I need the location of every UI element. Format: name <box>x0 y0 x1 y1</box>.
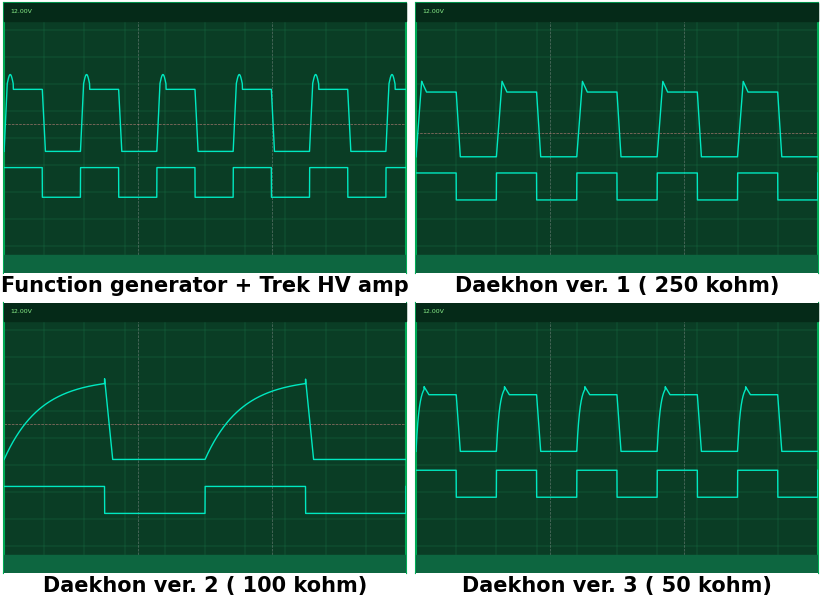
Text: 12.00V: 12.00V <box>422 310 444 315</box>
Bar <box>416 255 818 273</box>
Text: Daekhon ver. 3 ( 50 kohm): Daekhon ver. 3 ( 50 kohm) <box>462 576 772 596</box>
Text: 12.00V: 12.00V <box>422 10 444 15</box>
Bar <box>4 555 406 573</box>
Text: 12.00V: 12.00V <box>10 10 32 15</box>
Text: 12.00V: 12.00V <box>10 310 32 315</box>
Bar <box>416 3 818 21</box>
Text: Daekhon ver. 1 ( 250 kohm): Daekhon ver. 1 ( 250 kohm) <box>455 276 779 296</box>
Bar <box>4 3 406 21</box>
Text: Daekhon ver. 2 ( 100 kohm): Daekhon ver. 2 ( 100 kohm) <box>43 576 367 596</box>
Bar <box>416 303 818 321</box>
Bar <box>4 303 406 321</box>
Bar <box>416 555 818 573</box>
Bar <box>4 255 406 273</box>
Text: Function generator + Trek HV amp: Function generator + Trek HV amp <box>1 276 409 296</box>
